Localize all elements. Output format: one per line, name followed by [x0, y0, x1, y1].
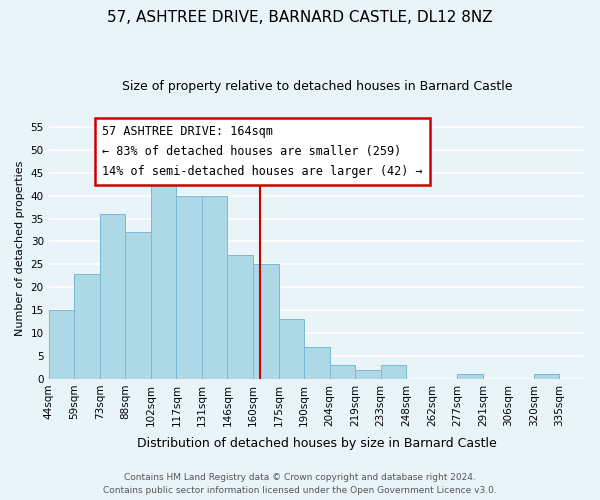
Bar — [278, 320, 304, 379]
Bar — [74, 274, 100, 379]
Bar — [176, 196, 202, 379]
Bar — [151, 178, 176, 379]
Bar — [202, 196, 227, 379]
Title: Size of property relative to detached houses in Barnard Castle: Size of property relative to detached ho… — [122, 80, 512, 93]
Bar — [49, 310, 74, 379]
Bar — [457, 374, 483, 379]
Text: Contains HM Land Registry data © Crown copyright and database right 2024.
Contai: Contains HM Land Registry data © Crown c… — [103, 474, 497, 495]
Bar — [329, 365, 355, 379]
Text: 57, ASHTREE DRIVE, BARNARD CASTLE, DL12 8NZ: 57, ASHTREE DRIVE, BARNARD CASTLE, DL12 … — [107, 10, 493, 25]
Text: 57 ASHTREE DRIVE: 164sqm
← 83% of detached houses are smaller (259)
14% of semi-: 57 ASHTREE DRIVE: 164sqm ← 83% of detach… — [103, 124, 423, 178]
Bar — [355, 370, 380, 379]
X-axis label: Distribution of detached houses by size in Barnard Castle: Distribution of detached houses by size … — [137, 437, 497, 450]
Y-axis label: Number of detached properties: Number of detached properties — [15, 160, 25, 336]
Bar — [304, 347, 329, 379]
Bar — [125, 232, 151, 379]
Bar — [380, 365, 406, 379]
Bar — [100, 214, 125, 379]
Bar — [534, 374, 559, 379]
Bar — [227, 255, 253, 379]
Bar — [253, 264, 278, 379]
